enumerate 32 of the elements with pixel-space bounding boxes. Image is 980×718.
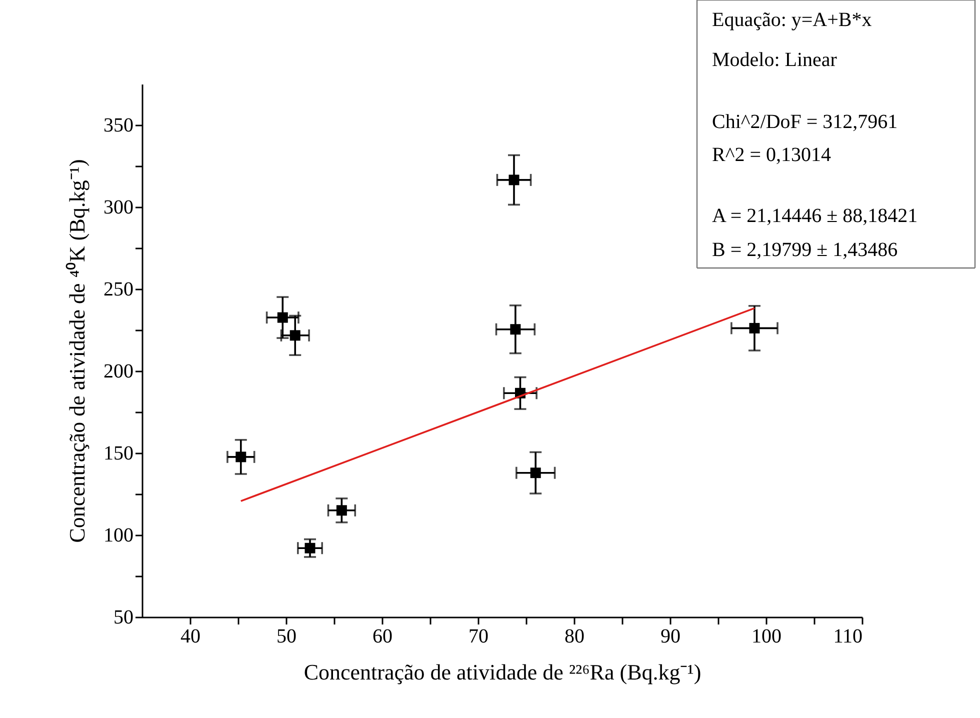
y-tick-label: 200 xyxy=(104,360,134,382)
x-tick-label: 90 xyxy=(660,626,680,648)
annotation: Chi^2/DoF = 312,7961 xyxy=(712,111,898,133)
y-tick-label: 50 xyxy=(114,606,134,628)
y-tick-label: 300 xyxy=(104,196,134,218)
x-tick-label: 60 xyxy=(372,626,392,648)
annotation: B = 2,19799 ± 1,43486 xyxy=(712,239,898,261)
y-tick-label: 350 xyxy=(104,114,134,136)
point xyxy=(530,468,541,478)
point xyxy=(749,322,760,334)
x-tick-label: 40 xyxy=(180,626,200,648)
text: Equação: y=A+B*x xyxy=(712,9,872,31)
point xyxy=(277,312,288,323)
x-tick-label: 100 xyxy=(752,626,782,648)
point xyxy=(336,505,347,516)
point xyxy=(290,330,300,341)
y-tick-label: 150 xyxy=(104,442,134,464)
x-tick-label: 80 xyxy=(564,626,584,648)
y-tick-label: 250 xyxy=(104,278,134,300)
annotation: A = 21,14446 ± 88,18421 xyxy=(712,205,918,227)
point xyxy=(510,324,521,335)
point xyxy=(236,452,246,462)
x-tick-label: 50 xyxy=(276,626,296,648)
x-tick-label: 70 xyxy=(468,626,488,648)
text: Modelo: Linear xyxy=(712,49,838,71)
x-tick-label: 110 xyxy=(833,626,862,648)
point xyxy=(304,542,316,554)
annotation: R^2 = 0,13014 xyxy=(712,144,832,166)
x-axis-title: Concentração de atividade de ²²⁶Ra (Bq.kg⁻¹) xyxy=(304,660,702,684)
y-tick-label: 100 xyxy=(104,524,134,546)
point xyxy=(508,174,520,186)
y-axis-title: Concentração de atividade de ⁴⁰K (Bq.kg⁻¹) xyxy=(64,159,90,543)
